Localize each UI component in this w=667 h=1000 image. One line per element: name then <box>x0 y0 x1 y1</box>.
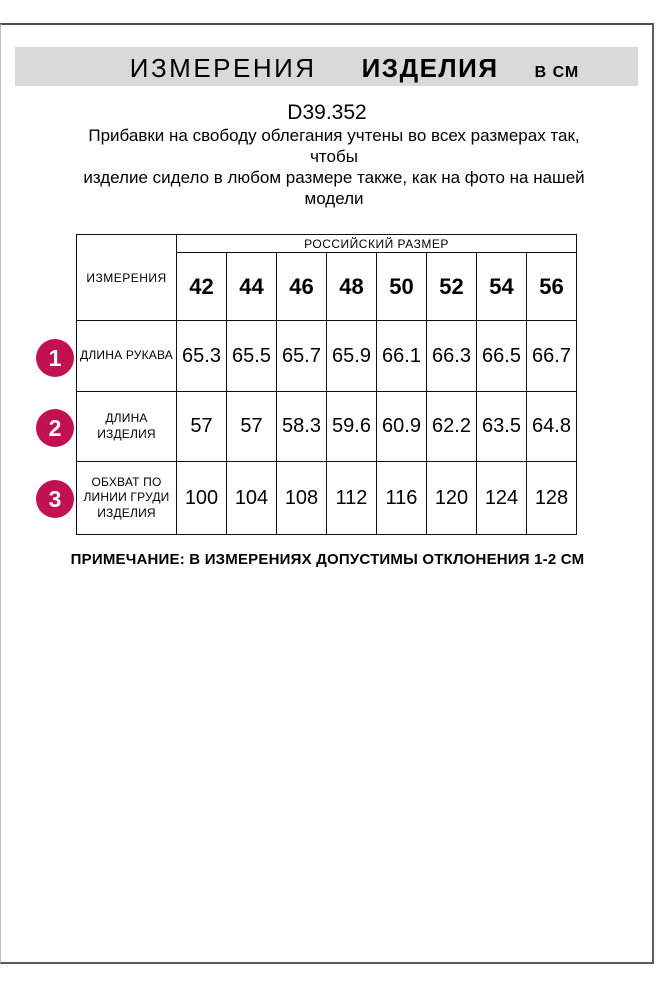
table-row-item-length: ДЛИНА ИЗДЕЛИЯ 57 57 58.3 59.6 60.9 62.2 … <box>76 391 577 462</box>
measurement-value-cell: 66.7 <box>526 320 577 392</box>
row-number-badge: 1 <box>36 339 74 377</box>
size-column-header: 44 <box>226 252 277 321</box>
measurement-value-cell: 66.3 <box>426 320 477 392</box>
measurement-value-cell: 128 <box>526 461 577 535</box>
measurements-column-header: ИЗМЕРЕНИЯ <box>76 234 177 321</box>
row-number-badge: 3 <box>36 480 74 518</box>
size-system-header: РОССИЙСКИЙ РАЗМЕР <box>176 234 577 253</box>
measurement-value-cell: 63.5 <box>476 391 527 462</box>
fit-description: Прибавки на свободу облегания учтены во … <box>74 125 594 209</box>
table-row-chest-girth: ОБХВАТ ПО ЛИНИИ ГРУДИ ИЗДЕЛИЯ 100 104 10… <box>76 461 577 535</box>
measurement-value-cell: 58.3 <box>276 391 327 462</box>
measurement-value-cell: 65.9 <box>326 320 377 392</box>
tolerance-note: ПРИМЕЧАНИЕ: В ИЗМЕРЕНИЯХ ДОПУСТИМЫ ОТКЛО… <box>70 551 585 568</box>
measurement-value-cell: 65.7 <box>276 320 327 392</box>
measurement-value-cell: 100 <box>176 461 227 535</box>
measurement-value-cell: 120 <box>426 461 477 535</box>
row-label-cell: ДЛИНА РУКАВА <box>76 320 177 392</box>
size-column-header: 56 <box>526 252 577 321</box>
measurement-value-cell: 112 <box>326 461 377 535</box>
measurement-value-cell: 62.2 <box>426 391 477 462</box>
fit-description-line: изделие сидело в любом размере также, ка… <box>83 168 585 187</box>
measurement-value-cell: 57 <box>226 391 277 462</box>
title-product: ИЗДЕЛИЯ <box>361 53 499 83</box>
measurement-value-cell: 124 <box>476 461 527 535</box>
row-label-cell: ОБХВАТ ПО ЛИНИИ ГРУДИ ИЗДЕЛИЯ <box>76 461 177 535</box>
size-column-header: 46 <box>276 252 327 321</box>
title-measurements: ИЗМЕРЕНИЯ <box>129 53 317 83</box>
row-number-label: 3 <box>48 485 62 512</box>
row-number-label: 1 <box>48 344 62 371</box>
table-row-sleeve-length: ДЛИНА РУКАВА 65.3 65.5 65.7 65.9 66.1 66… <box>76 320 577 392</box>
measurement-value-cell: 60.9 <box>376 391 427 462</box>
size-column-header: 42 <box>176 252 227 321</box>
measurement-value-cell: 65.3 <box>176 320 227 392</box>
size-chart-table: ИЗМЕРЕНИЯ РОССИЙСКИЙ РАЗМЕР 42 44 46 48 … <box>76 234 577 535</box>
size-column-header: 48 <box>326 252 377 321</box>
measurement-value-cell: 66.1 <box>376 320 427 392</box>
product-code: D39.352 <box>287 101 367 124</box>
measurement-value-cell: 64.8 <box>526 391 577 462</box>
measurement-value-cell: 104 <box>226 461 277 535</box>
measurement-value-cell: 116 <box>376 461 427 535</box>
measurement-value-cell: 59.6 <box>326 391 377 462</box>
row-number-badge: 2 <box>36 409 74 447</box>
measurement-value-cell: 65.5 <box>226 320 277 392</box>
fit-description-line: модели <box>304 189 364 208</box>
title-units: В СМ <box>534 64 580 81</box>
fit-description-line: Прибавки на свободу облегания учтены во … <box>88 126 580 166</box>
size-column-header: 52 <box>426 252 477 321</box>
size-column-header: 54 <box>476 252 527 321</box>
measurement-value-cell: 66.5 <box>476 320 527 392</box>
size-column-header: 50 <box>376 252 427 321</box>
row-label-cell: ДЛИНА ИЗДЕЛИЯ <box>76 391 177 462</box>
measurement-value-cell: 57 <box>176 391 227 462</box>
measurement-value-cell: 108 <box>276 461 327 535</box>
title-bar: ИЗМЕРЕНИЯ ИЗДЕЛИЯ В СМ <box>15 47 638 86</box>
row-number-label: 2 <box>48 414 62 441</box>
